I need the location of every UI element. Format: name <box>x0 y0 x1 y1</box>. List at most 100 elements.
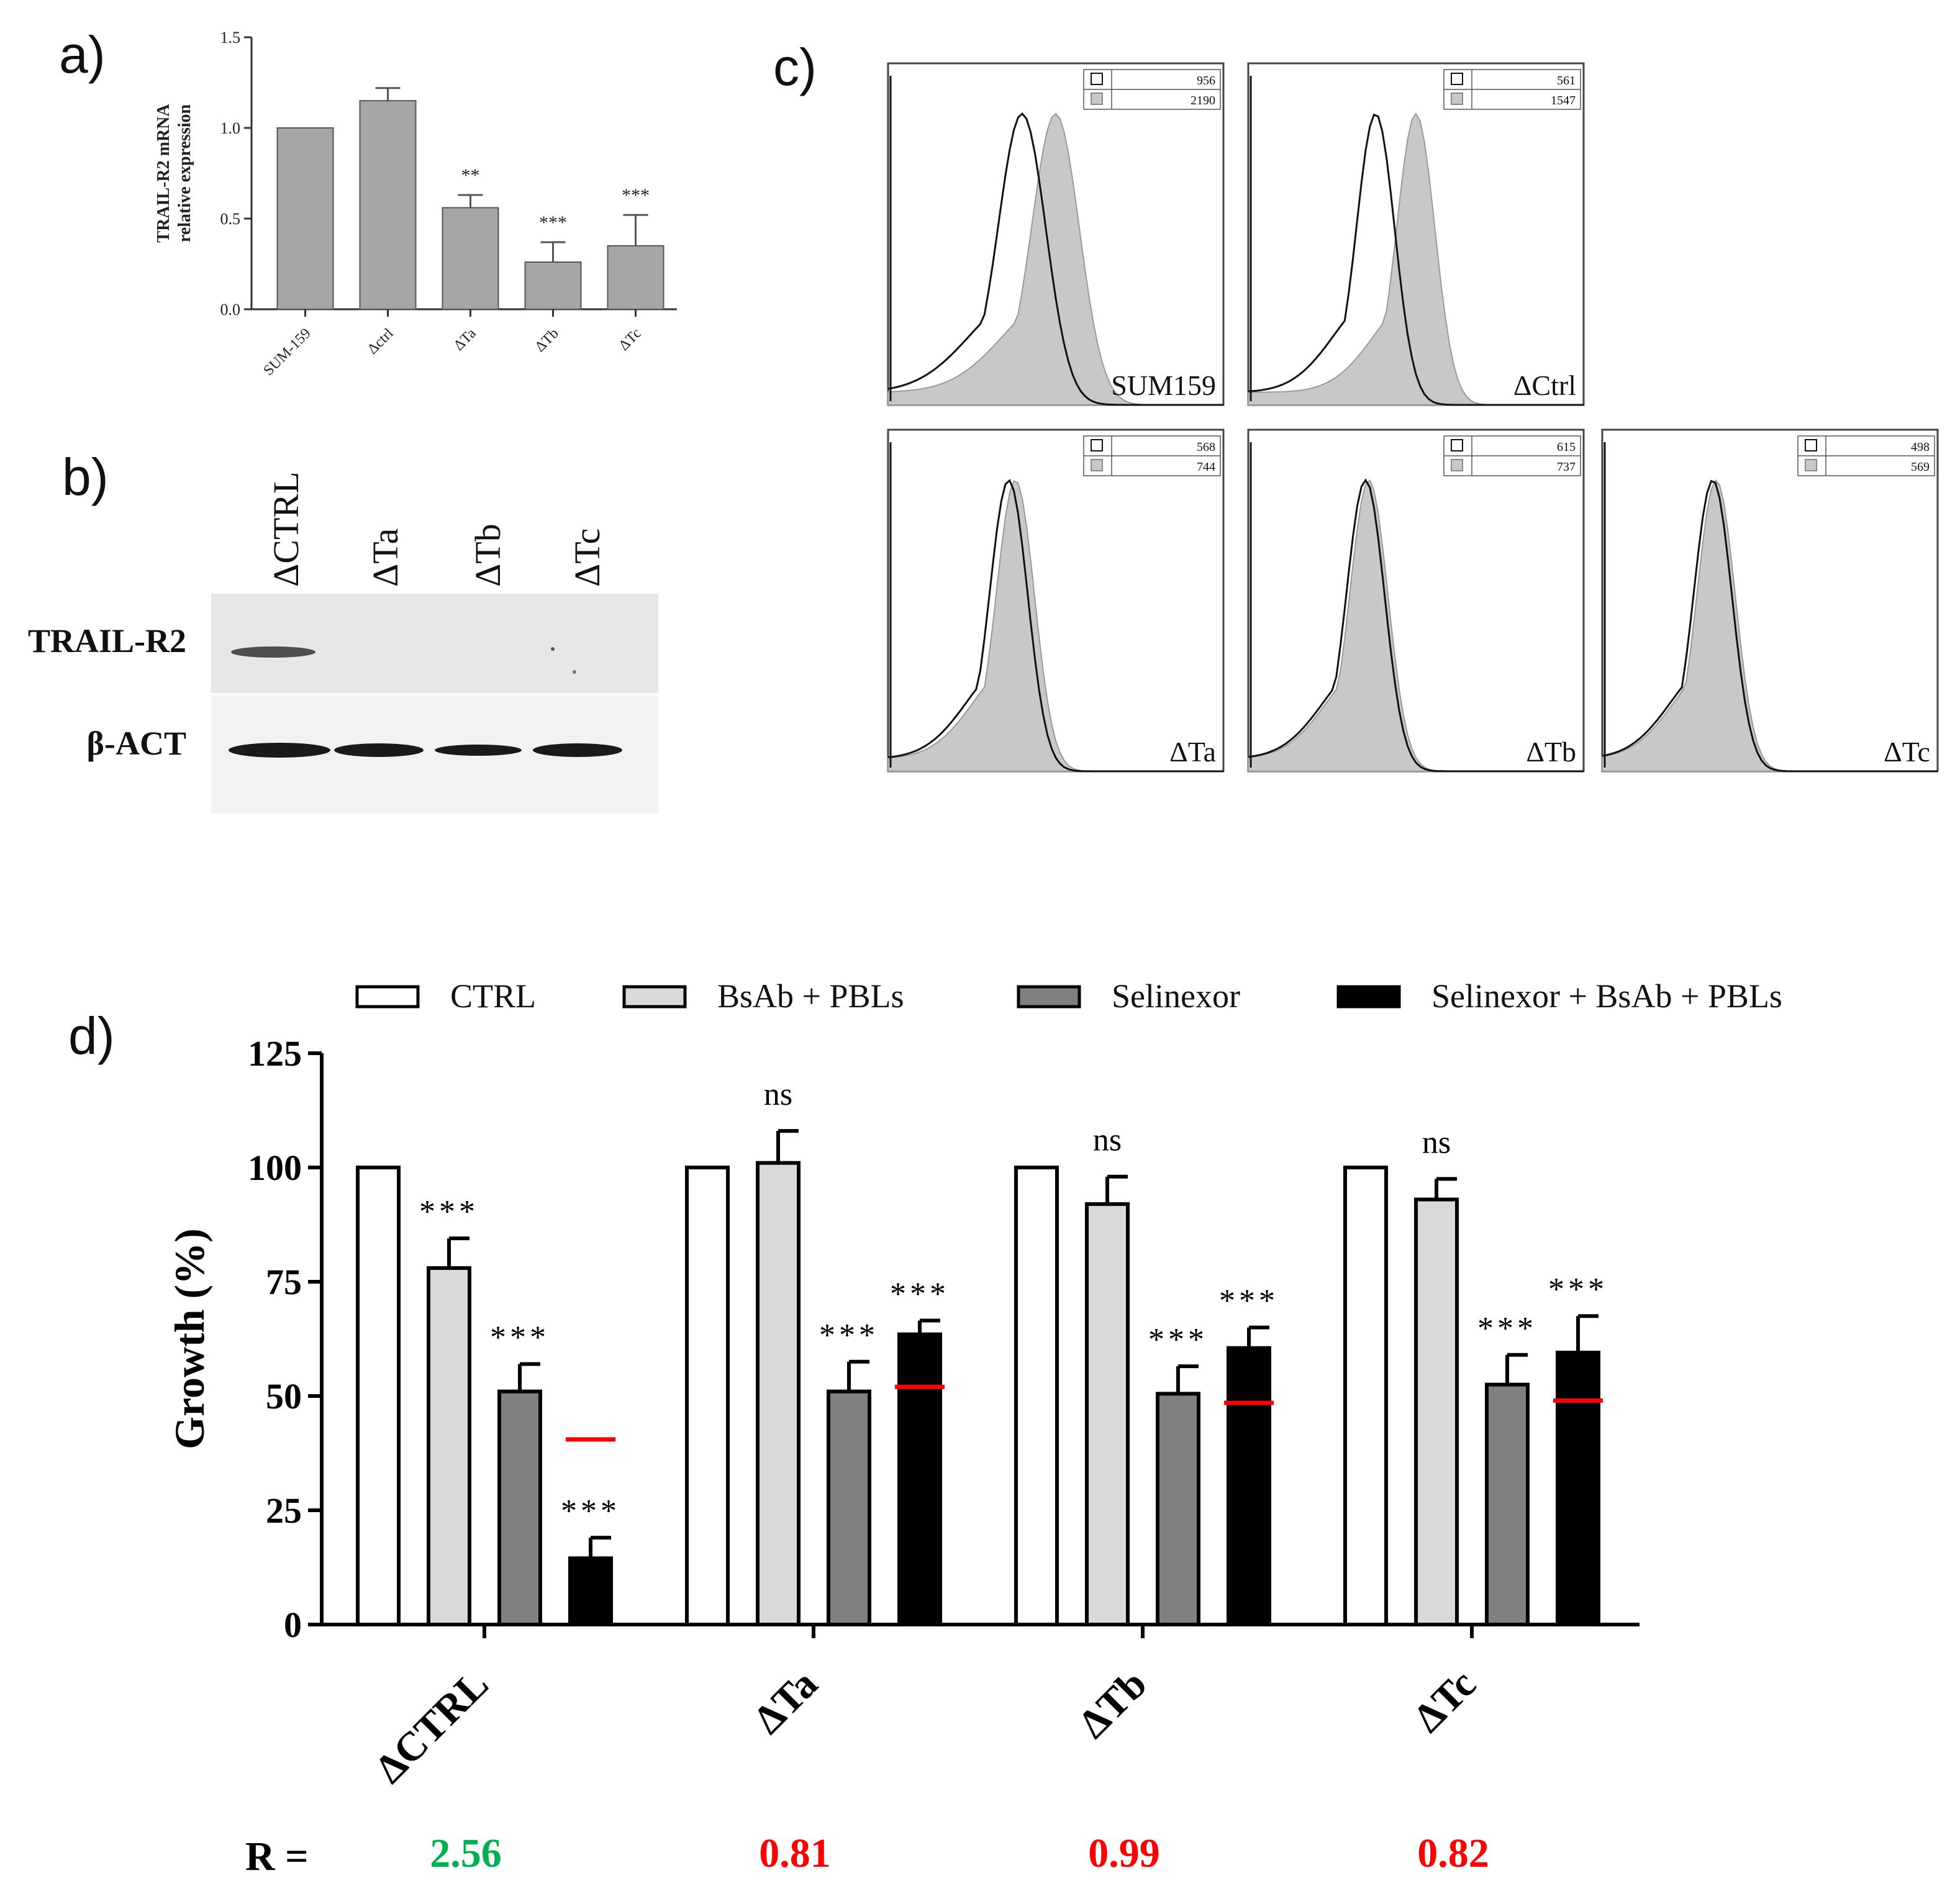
c-histogram-label: ΔTc <box>1884 736 1930 768</box>
c-histogram-frame <box>1247 428 1585 773</box>
a-x-tick-label: ΔTb <box>532 325 562 355</box>
d-bar <box>1485 1382 1530 1626</box>
d-significance: *** <box>1219 1284 1279 1319</box>
b-band-actin <box>334 743 424 757</box>
d-y-tick-label: 75 <box>266 1262 302 1302</box>
a-y-tick-label: 1.0 <box>220 119 241 137</box>
c-legend-swatch-outline <box>1451 439 1463 451</box>
c-legend-value: 2190 <box>1191 94 1215 107</box>
d-bar <box>1014 1166 1059 1626</box>
a-y-label-line: relative expression <box>175 104 194 242</box>
b-band-trail-ctrl <box>231 646 315 658</box>
b-band-actin <box>435 745 522 756</box>
panel-b-western-blot: ΔCTRL ΔTa ΔTb ΔTc TRAIL-R2 β-ACT <box>28 471 658 814</box>
d-legend-swatch <box>355 985 420 1009</box>
a-x-tick-label: Δctrl <box>365 325 397 358</box>
d-legend-label: Selinexor + BsAb + PBLs <box>1431 977 1782 1015</box>
c-legend-swatch-outline <box>1451 73 1463 85</box>
d-bar <box>685 1166 730 1626</box>
b-band-actin <box>229 743 330 758</box>
d-x-tick-label: ΔCTRL <box>366 1661 497 1792</box>
d-r-value: 0.99 <box>1088 1831 1160 1876</box>
d-bar <box>1414 1197 1459 1626</box>
d-r-value: 0.81 <box>759 1831 831 1876</box>
c-legend-swatch-filled <box>1805 459 1817 471</box>
b-row-label: β-ACT <box>87 725 186 762</box>
d-bar <box>1343 1166 1388 1626</box>
d-significance: *** <box>890 1277 950 1312</box>
d-r-value: 0.82 <box>1417 1831 1489 1876</box>
d-bar <box>1227 1346 1271 1626</box>
c-legend-swatch-outline <box>1091 439 1103 451</box>
d-r-value: 2.56 <box>430 1831 502 1876</box>
d-bar <box>1156 1392 1200 1626</box>
d-legend-swatch <box>1017 985 1081 1009</box>
c-histogram-outline <box>1602 479 1938 773</box>
panel-a-letter: a) <box>59 25 106 84</box>
d-bar <box>1085 1202 1130 1626</box>
d-x-tick-label: ΔTc <box>1405 1661 1484 1741</box>
a-y-tick-label: 0.0 <box>220 301 241 319</box>
d-legend-swatch <box>1336 985 1401 1009</box>
b-speck <box>551 647 555 651</box>
c-legend-value: 561 <box>1557 74 1576 88</box>
d-y-tick-label: 125 <box>248 1033 302 1074</box>
d-bar <box>756 1161 801 1626</box>
c-legend-value: 1547 <box>1551 94 1576 107</box>
c-legend-swatch-filled <box>1451 459 1463 471</box>
d-significance: ns <box>764 1077 792 1112</box>
c-legend-value: 956 <box>1197 74 1215 88</box>
c-histogram-outline <box>1248 113 1584 406</box>
c-legend-swatch-outline <box>1091 73 1103 85</box>
d-bar <box>356 1166 401 1626</box>
c-histogram-label: ΔTb <box>1526 736 1576 768</box>
d-y-tick-label: 100 <box>248 1148 302 1188</box>
d-y-tick-label: 50 <box>266 1376 302 1417</box>
c-legend-swatch-filled <box>1091 459 1103 471</box>
b-lane-label: ΔCTRL <box>266 471 306 587</box>
c-legend-swatch-outline <box>1805 439 1817 451</box>
panel-b-letter: b) <box>62 448 109 506</box>
d-legend-label: CTRL <box>450 977 536 1015</box>
d-significance: *** <box>1148 1322 1208 1358</box>
a-bar <box>524 261 582 310</box>
b-lane-label: ΔTc <box>567 528 607 587</box>
d-significance: *** <box>561 1494 620 1529</box>
b-lane-label: ΔTb <box>468 524 508 587</box>
d-x-tick-label: ΔTb <box>1070 1661 1156 1747</box>
c-legend-value: 737 <box>1557 460 1576 474</box>
a-bar <box>442 207 499 311</box>
panel-c-histograms: 956 2190 SUM159 561 1547 ΔCtrl 568 744 ΔTa 615 737… <box>887 62 1939 773</box>
c-histogram-frame <box>887 428 1225 773</box>
c-histogram-outline <box>887 112 1223 406</box>
a-significance: *** <box>622 185 650 206</box>
c-legend-value: 615 <box>1557 440 1576 454</box>
d-x-tick-label: ΔTa <box>745 1661 827 1743</box>
c-legend-value: 498 <box>1911 440 1930 454</box>
c-histogram-label: ΔTa <box>1169 736 1216 768</box>
b-blot-strip-trail <box>211 594 658 693</box>
a-y-tick-label: 0.5 <box>220 210 241 228</box>
a-bar <box>276 127 334 310</box>
d-bar <box>827 1389 871 1626</box>
d-y-tick-label: 0 <box>284 1605 302 1645</box>
d-legend-label: Selinexor <box>1112 977 1240 1015</box>
c-histogram-outline <box>887 479 1223 773</box>
d-legend-swatch <box>622 985 687 1009</box>
b-band-actin <box>533 743 622 757</box>
c-legend-swatch-filled <box>1451 93 1463 105</box>
d-bar <box>1556 1351 1600 1627</box>
c-histogram-label: ΔCtrl <box>1513 369 1576 401</box>
d-significance: ns <box>1422 1125 1451 1160</box>
d-bar <box>427 1266 471 1627</box>
c-legend-value: 568 <box>1197 440 1215 454</box>
b-row-label: TRAIL-R2 <box>28 622 186 660</box>
a-bar <box>359 100 417 310</box>
d-significance: *** <box>819 1318 879 1353</box>
panel-d-chart: CTRL BsAb + PBLs Selinexor Selinexor + BsAb… <box>166 977 1782 1879</box>
a-y-label-line: TRAIL-R2 mRNA <box>154 104 173 243</box>
c-histogram-label: SUM159 <box>1111 369 1216 401</box>
c-histogram-frame <box>1601 428 1939 773</box>
d-bar <box>897 1332 942 1626</box>
a-significance: ** <box>461 165 480 186</box>
